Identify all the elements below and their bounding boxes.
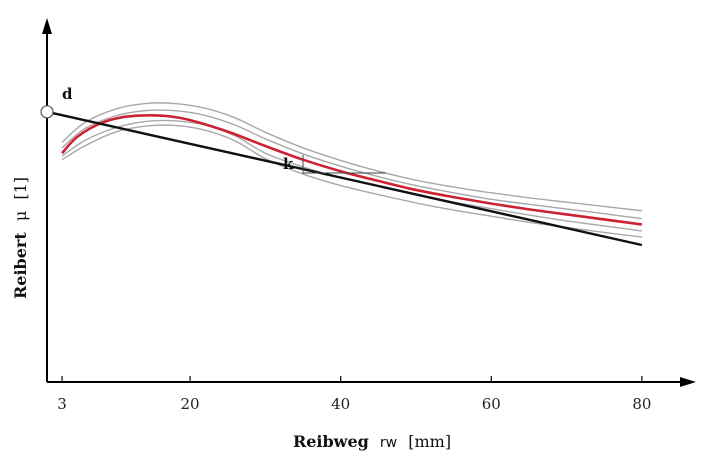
x-tick-label: 60 bbox=[482, 395, 501, 413]
band-line-1 bbox=[61, 102, 642, 212]
y-axis-title: Reibert μ [1] bbox=[11, 177, 30, 299]
band-line-2 bbox=[61, 109, 642, 220]
band-line-3 bbox=[61, 119, 642, 232]
x-axis-title-unit: [mm] bbox=[408, 432, 451, 451]
x-tick-label: 3 bbox=[57, 395, 67, 413]
band-line-4 bbox=[61, 124, 642, 238]
annotation-d: d bbox=[62, 85, 73, 103]
x-ticks bbox=[61, 376, 643, 382]
slope-triangle bbox=[302, 155, 386, 174]
x-tick-label: 80 bbox=[632, 395, 651, 413]
x-tick-label: 40 bbox=[331, 395, 350, 413]
x-tick-label: 20 bbox=[181, 395, 200, 413]
y-axis-arrowhead bbox=[42, 18, 52, 34]
y-axis-title-unit: [1] bbox=[11, 177, 30, 200]
intercept-marker bbox=[40, 105, 54, 119]
y-axis-title-symbol: μ bbox=[11, 211, 30, 221]
x-tick-labels: 3 20 40 60 80 bbox=[57, 395, 651, 413]
slope-triangle-legs bbox=[302, 155, 386, 174]
x-axis-title-symbol: rw bbox=[380, 435, 397, 451]
fit-series bbox=[46, 110, 643, 247]
fit-line bbox=[46, 110, 643, 247]
x-axis-title: Reibweg rw [mm] bbox=[293, 432, 451, 451]
x-axis-arrowhead bbox=[680, 377, 696, 387]
x-axis-title-main: Reibweg bbox=[293, 432, 369, 451]
annotation-k: k bbox=[283, 155, 294, 173]
y-axis-title-main: Reibert bbox=[11, 232, 30, 299]
band-series bbox=[61, 102, 642, 238]
